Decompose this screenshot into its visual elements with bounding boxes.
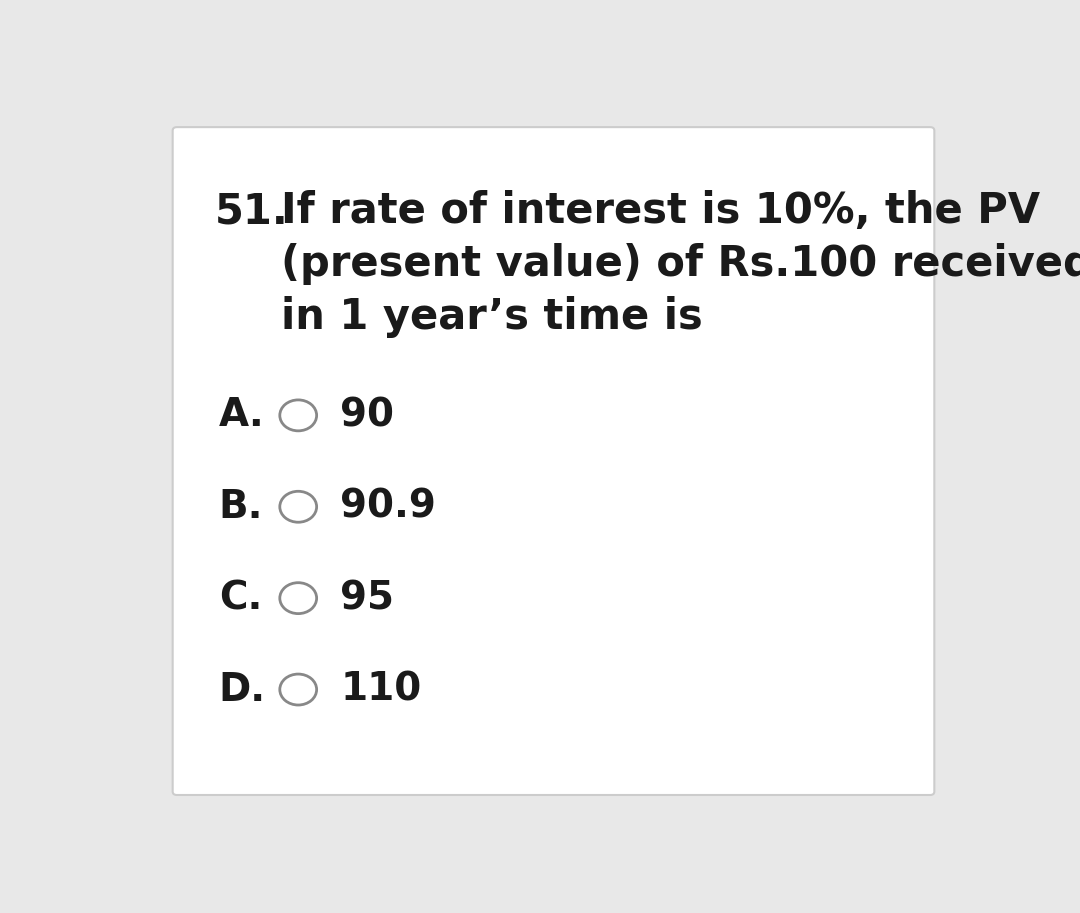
Text: 90.9: 90.9 [340, 488, 436, 526]
Text: 95: 95 [340, 579, 394, 617]
Text: 90: 90 [340, 396, 394, 435]
Text: (present value) of Rs.100 received: (present value) of Rs.100 received [282, 243, 1080, 285]
Text: B.: B. [218, 488, 264, 526]
Text: 110: 110 [340, 670, 421, 708]
Text: in 1 year’s time is: in 1 year’s time is [282, 296, 703, 338]
Text: 51.: 51. [215, 191, 288, 233]
Text: C.: C. [218, 579, 262, 617]
Text: A.: A. [218, 396, 265, 435]
FancyBboxPatch shape [173, 127, 934, 795]
Text: If rate of interest is 10%, the PV: If rate of interest is 10%, the PV [282, 191, 1041, 233]
Text: D.: D. [218, 670, 266, 708]
